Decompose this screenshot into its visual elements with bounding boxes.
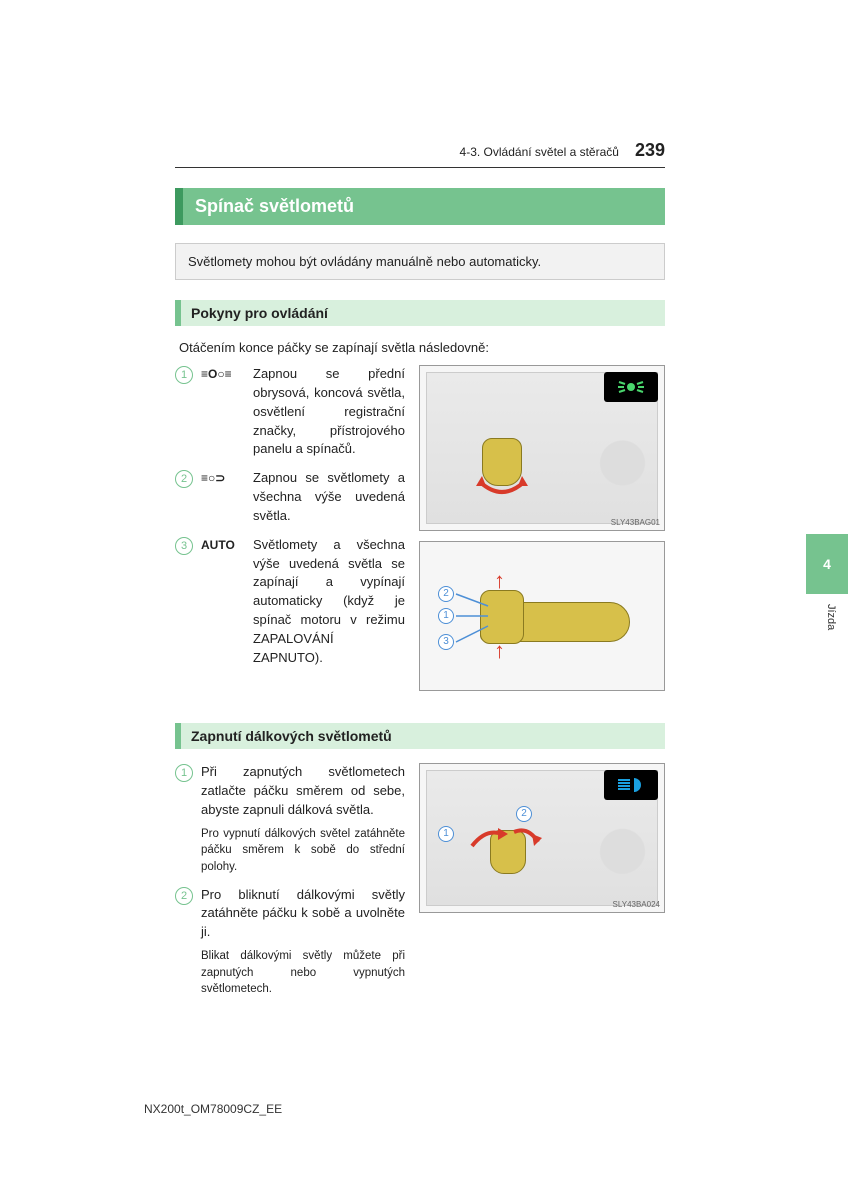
item-desc-text: Při zapnutých světlometech zatlačte páčk… <box>201 763 405 820</box>
section2-text-col: 1 Při zapnutých světlometech zatlačte pá… <box>175 763 405 1008</box>
high-beam-indicator-icon <box>614 776 648 794</box>
section1-text-col: 1 ≡O○≡ Zapnou se přední obrysová, koncov… <box>175 365 405 701</box>
page-header: 4-3. Ovládání světel a stěračů 239 <box>175 140 665 168</box>
auto-label: AUTO <box>201 536 245 668</box>
parking-light-indicator-icon <box>614 378 648 396</box>
indicator-panel <box>604 770 658 800</box>
parking-lights-icon: ≡O○≡ <box>201 365 245 459</box>
indicator-panel <box>604 372 658 402</box>
callout-number-icon: 3 <box>438 634 454 650</box>
callout-number-icon: 1 <box>438 826 454 842</box>
callout-lines-icon <box>454 592 494 652</box>
item-desc: Při zapnutých světlometech zatlačte páčk… <box>201 763 405 876</box>
intro-box: Světlomety mohou být ovládány manuálně n… <box>175 243 665 280</box>
section2-heading: Zapnutí dálkových světlometů <box>175 723 665 749</box>
item-number-icon: 1 <box>175 366 193 384</box>
up-arrow-icon: ↑ <box>494 638 505 664</box>
chapter-tab: 4 <box>806 534 848 594</box>
section1-lead: Otáčením konce páčky se zapínají světla … <box>175 340 665 355</box>
item-number-icon: 2 <box>175 887 193 905</box>
list-item: 3 AUTO Světlomety a všechna výše uvedená… <box>175 536 405 668</box>
figure-dashboard: SLY43BAG01 <box>419 365 665 531</box>
main-title: Spínač světlometů <box>175 188 665 225</box>
section1-heading: Pokyny pro ovládání <box>175 300 665 326</box>
push-pull-arrows-icon <box>462 820 542 854</box>
list-item: 1 ≡O○≡ Zapnou se přední obrysová, koncov… <box>175 365 405 459</box>
item-small-text: Pro vypnutí dálkových světel zatáhněte p… <box>201 826 405 876</box>
section1-body: 1 ≡O○≡ Zapnou se přední obrysová, koncov… <box>175 365 665 701</box>
callout-number-icon: 2 <box>438 586 454 602</box>
section2-figures: 1 2 SLY43BA024 <box>419 763 665 1008</box>
item-desc: Zapnou se světlomety a všechna výše uved… <box>253 469 405 526</box>
section1-figures: SLY43BAG01 ↑ ↑ 2 1 3 <box>419 365 665 701</box>
headlights-icon: ≡○⊃ <box>201 469 245 526</box>
callout-number-icon: 2 <box>516 806 532 822</box>
list-item: 1 Při zapnutých světlometech zatlačte pá… <box>175 763 405 876</box>
up-arrow-icon: ↑ <box>494 568 505 594</box>
chapter-tab-label: Jízda <box>825 604 837 630</box>
list-item: 2 Pro bliknutí dálkovými světly zatáhnět… <box>175 886 405 999</box>
figure-label: SLY43BAG01 <box>611 518 660 527</box>
figure-high-beam: 1 2 SLY43BA024 <box>419 763 665 913</box>
section2-body: 1 Při zapnutých světlometech zatlačte pá… <box>175 763 665 1008</box>
item-number-icon: 3 <box>175 537 193 555</box>
callout-number-icon: 1 <box>438 608 454 624</box>
item-desc: Světlomety a všechna výše uvedená světla… <box>253 536 405 668</box>
item-desc-text: Pro bliknutí dálkovými světly zatáhněte … <box>201 886 405 943</box>
item-number-icon: 2 <box>175 470 193 488</box>
figure-lever-positions: ↑ ↑ 2 1 3 <box>419 541 665 691</box>
rotate-arrow-icon <box>472 474 532 504</box>
footer-code: NX200t_OM78009CZ_EE <box>144 1102 282 1116</box>
item-number-icon: 1 <box>175 764 193 782</box>
page-number: 239 <box>635 140 665 161</box>
list-item: 2 ≡○⊃ Zapnou se světlomety a všechna výš… <box>175 469 405 526</box>
page-content: 4-3. Ovládání světel a stěračů 239 Spína… <box>175 140 665 1030</box>
section-path: 4-3. Ovládání světel a stěračů <box>460 145 619 159</box>
item-small-text: Blikat dálkovými světly můžete při zapnu… <box>201 948 405 998</box>
figure-label: SLY43BA024 <box>613 900 660 909</box>
item-desc: Zapnou se přední obrysová, koncová světl… <box>253 365 405 459</box>
item-desc: Pro bliknutí dálkovými světly zatáhněte … <box>201 886 405 999</box>
